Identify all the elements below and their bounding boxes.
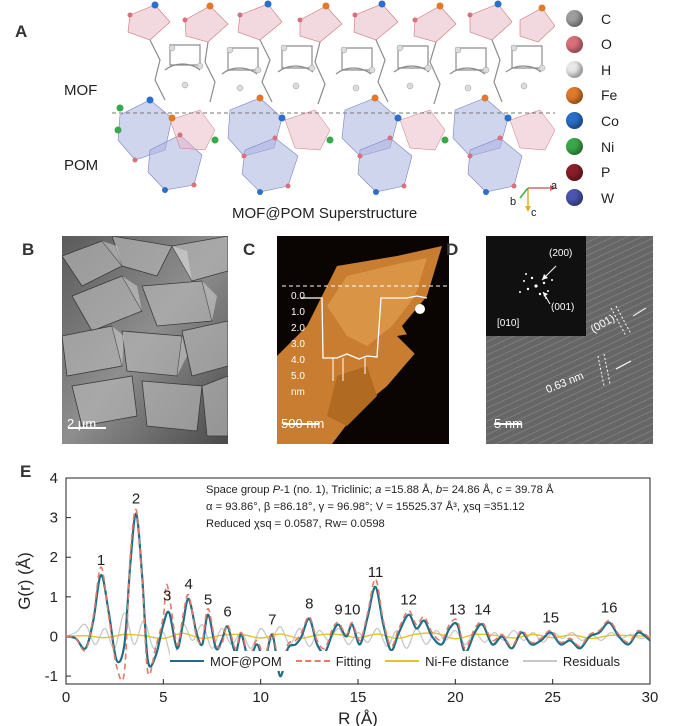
afm-tick-5: 5.0 <box>291 371 305 382</box>
refinement-info-box: Space group P-1 (no. 1), Triclinic; a =1… <box>206 482 646 542</box>
peak-label: 9 <box>334 602 342 619</box>
x-tick-label: 15 <box>350 689 367 706</box>
x-tick-label: 5 <box>159 689 167 706</box>
hrtem-scalebar-label: 5 nm <box>494 416 523 431</box>
axis-a-label: a <box>551 180 558 192</box>
afm-height-profile-scale: 0.0 1.0 2.0 3.0 4.0 5.0 nm <box>291 289 305 401</box>
x-tick-label: 0 <box>62 689 70 706</box>
atom-symbol: Fe <box>601 87 618 104</box>
legend-item-residuals: Residuals <box>522 654 620 669</box>
x-tick-label: 10 <box>252 689 269 706</box>
atom-symbol: Ni <box>601 138 615 155</box>
peak-label: 5 <box>204 592 212 609</box>
peak-label: 6 <box>223 604 231 621</box>
pdf-legend: MOF@POM Fitting Ni-Fe distance Residuals <box>170 651 646 671</box>
peak-label: 11 <box>368 564 384 581</box>
legend-atom-fe: Fe <box>566 86 618 104</box>
x-axis-label: R (Å) <box>338 709 378 726</box>
refinement-line-2: α = 93.86°, β =86.18°, γ = 96.98°; V = 1… <box>206 501 525 513</box>
peak-label: 13 <box>449 602 466 619</box>
atom-symbol: Co <box>601 112 619 129</box>
atom-ball-icon <box>566 35 583 53</box>
sem-image <box>62 236 228 444</box>
legend-atom-ni: Ni <box>566 138 614 155</box>
panel-a-crystal-structure <box>110 0 555 195</box>
series-line-mof-pom <box>65 512 651 678</box>
atom-ball-icon <box>566 138 583 155</box>
series-line-fitting <box>65 508 651 682</box>
series-line-ni-fe-distance <box>65 632 651 640</box>
legend-atom-h: H <box>566 61 612 79</box>
superstructure-caption: MOF@POM Superstructure <box>232 205 418 222</box>
sem-scalebar-label: 2 μm <box>67 416 97 431</box>
axis-b-label: b <box>510 196 517 208</box>
afm-tick-0: 0.0 <box>291 291 305 302</box>
atom-symbol: W <box>601 189 615 206</box>
y-tick-label: 0 <box>50 628 58 645</box>
atom-symbol: P <box>601 164 611 181</box>
refinement-line-1: Space group P-1 (no. 1), Triclinic; a =1… <box>206 484 554 496</box>
peak-label: 10 <box>344 602 361 619</box>
afm-tick-2: 2.0 <box>291 323 305 334</box>
fft-spot-001-label: (001) <box>551 302 575 313</box>
mof-label: MOF <box>64 82 98 99</box>
pom-label: POM <box>64 157 99 174</box>
panel-e-letter: E <box>20 462 32 481</box>
peak-label: 2 <box>132 491 140 508</box>
atom-symbol: H <box>601 61 612 78</box>
peak-label: 16 <box>601 600 618 617</box>
atom-ball-icon <box>566 189 583 207</box>
legend-item-mof-pom: MOF@POM <box>170 654 282 669</box>
atom-symbol: C <box>601 10 612 27</box>
afm-tick-3: 3.0 <box>291 339 305 350</box>
peak-label: 14 <box>474 602 491 619</box>
panel-d-letter: D <box>446 240 459 259</box>
peak-label: 1 <box>97 552 105 569</box>
legend-atom-w: W <box>566 189 615 207</box>
atom-ball-icon <box>566 112 583 130</box>
panel-b-letter: B <box>22 240 35 259</box>
legend-item-fitting: Fitting <box>295 654 371 669</box>
peak-label: 7 <box>268 611 276 628</box>
hrtem-image <box>486 236 653 444</box>
legend-atom-co: Co <box>566 112 619 130</box>
atom-ball-icon <box>566 163 583 181</box>
peak-label: 8 <box>305 596 313 613</box>
refinement-line-3: Reduced χsq = 0.0587, Rw= 0.0598 <box>206 518 385 530</box>
legend-item-ni-fe: Ni-Fe distance <box>385 654 509 669</box>
x-tick-label: 30 <box>642 689 659 706</box>
atom-ball-icon <box>566 61 583 79</box>
panel-a-letter: A <box>15 22 28 41</box>
peak-label: 15 <box>542 610 559 627</box>
y-tick-label: 3 <box>50 510 58 527</box>
panel-c-letter: C <box>243 240 256 259</box>
y-axis-label: G(r) (Å) <box>15 552 34 610</box>
atom-symbol: O <box>601 36 612 53</box>
crystal-axes-indicator <box>519 185 556 212</box>
legend-atom-c: C <box>566 10 611 27</box>
y-tick-label: 2 <box>50 549 58 566</box>
y-tick-label: 1 <box>50 589 58 606</box>
legend-atom-p: P <box>566 163 611 181</box>
x-tick-label: 25 <box>544 689 561 706</box>
peak-label: 12 <box>400 592 417 609</box>
axis-c-label: c <box>531 207 537 219</box>
afm-image <box>277 236 449 444</box>
atom-ball-icon <box>566 86 583 104</box>
peak-label: 3 <box>163 588 171 605</box>
legend-atom-o: O <box>566 35 612 53</box>
afm-scalebar-label: 500 nm <box>281 416 325 431</box>
afm-unit: nm <box>291 387 305 398</box>
fft-spot-200-label: (200) <box>549 248 573 259</box>
x-tick-label: 20 <box>447 689 464 706</box>
atom-ball-icon <box>566 10 583 27</box>
afm-tick-1: 1.0 <box>291 307 305 318</box>
y-tick-label: 4 <box>50 470 58 487</box>
fft-zone-axis-label: [010] <box>497 318 520 329</box>
y-tick-label: -1 <box>45 668 58 685</box>
peak-label: 4 <box>184 576 192 593</box>
afm-tick-4: 4.0 <box>291 355 305 366</box>
